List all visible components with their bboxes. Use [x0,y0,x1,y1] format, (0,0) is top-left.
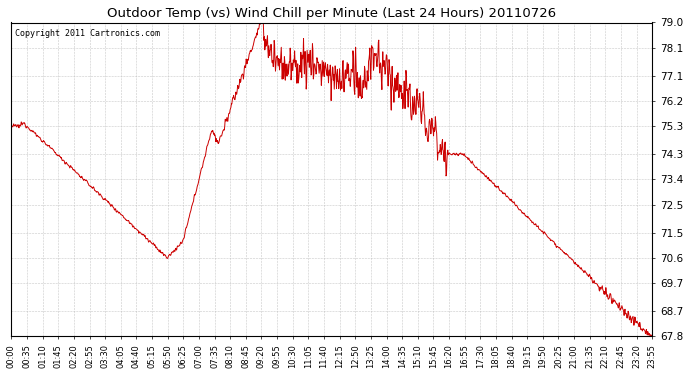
Text: Copyright 2011 Cartronics.com: Copyright 2011 Cartronics.com [14,29,159,38]
Title: Outdoor Temp (vs) Wind Chill per Minute (Last 24 Hours) 20110726: Outdoor Temp (vs) Wind Chill per Minute … [107,7,556,20]
